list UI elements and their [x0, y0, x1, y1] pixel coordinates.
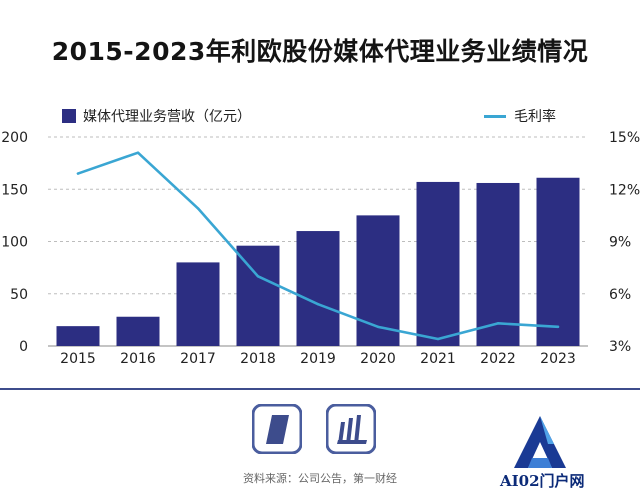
chart-title: 2015-2023年利欧股份媒体代理业务业绩情况: [51, 37, 589, 66]
divider: [0, 388, 640, 390]
bar: [296, 231, 340, 346]
legend-item-revenue: 媒体代理业务营收（亿元）: [62, 106, 251, 126]
margin-point: [496, 322, 500, 325]
source-note: 资料来源：公司公告，第一财经: [243, 472, 397, 485]
bar: [416, 181, 460, 346]
bar-chart-logo-icon: [326, 404, 376, 454]
x-tick-label: 2019: [300, 351, 336, 367]
y-right-tick-label: 3%: [609, 339, 631, 355]
x-tick-label: 2015: [60, 351, 96, 367]
y-left-tick-label: 50: [10, 287, 28, 303]
bar: [536, 177, 580, 346]
x-tick-label: 2021: [420, 351, 456, 367]
margin-point: [556, 325, 560, 329]
y-left-tick-label: 0: [19, 339, 28, 355]
brand-logo-icon: [252, 404, 302, 454]
legend-label-revenue: 媒体代理业务营收（亿元）: [83, 109, 251, 125]
y-left-tick-label: 200: [1, 130, 28, 146]
y-left-tick-label: 150: [1, 182, 28, 198]
legend-swatch-bar: [62, 109, 76, 123]
margin-point: [436, 337, 440, 341]
margin-point: [76, 172, 80, 175]
x-tick-label: 2022: [480, 351, 516, 367]
legend-item-margin: 毛利率: [484, 106, 556, 126]
bar: [356, 215, 400, 346]
bar: [176, 262, 220, 346]
bar: [476, 182, 520, 346]
x-tick-label: 2018: [240, 351, 276, 367]
margin-point: [256, 275, 260, 278]
margin-point: [136, 151, 140, 154]
y-left-tick-label: 100: [1, 235, 28, 251]
x-tick-label: 2016: [120, 351, 156, 367]
legend-label-margin: 毛利率: [514, 109, 556, 125]
bar: [116, 316, 160, 346]
y-right-tick-label: 12%: [609, 182, 640, 198]
y-right-tick-label: 6%: [609, 287, 631, 303]
bar: [56, 326, 100, 346]
x-tick-label: 2023: [540, 351, 576, 367]
watermark-text: AI02门户网: [500, 472, 585, 490]
y-right-tick-label: 15%: [609, 130, 640, 146]
margin-point: [196, 207, 200, 210]
watermark-logo-icon: [514, 416, 566, 468]
legend-swatch-line: [484, 114, 506, 118]
margin-point: [316, 303, 320, 306]
x-tick-label: 2020: [360, 351, 396, 367]
margin-point: [376, 325, 380, 329]
bar: [236, 245, 280, 346]
combo-chart: 0 50 100 150 200 3% 6% 9% 12% 15% 2015 2016 2017 2018…: [1, 130, 640, 367]
x-tick-label: 2017: [180, 351, 216, 367]
y-right-tick-label: 9%: [609, 235, 631, 251]
